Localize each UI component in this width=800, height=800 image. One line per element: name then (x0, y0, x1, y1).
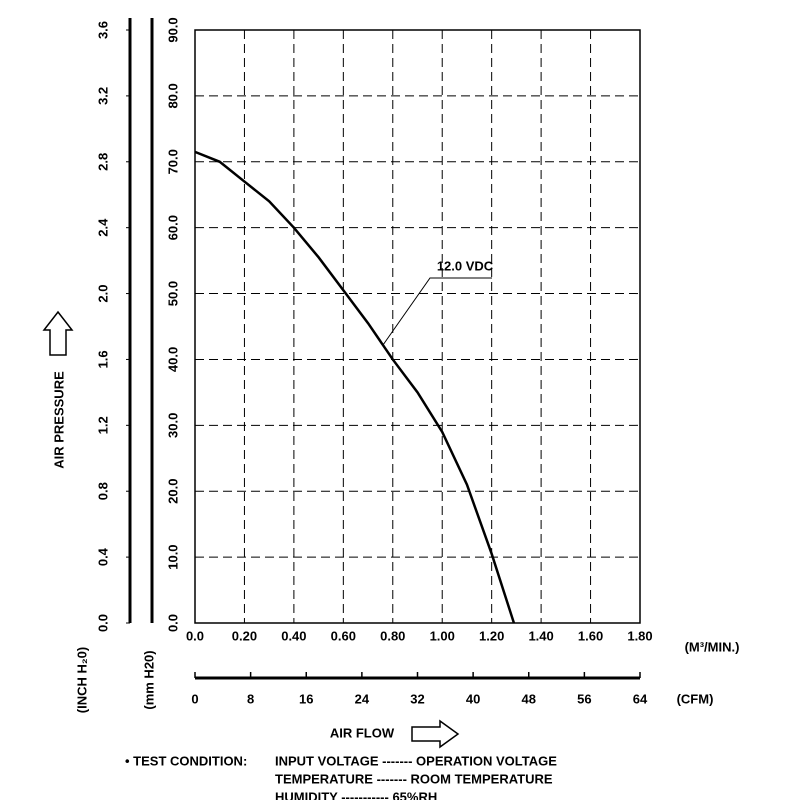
x-tick-label: 1.60 (578, 628, 603, 643)
annotation-leader (382, 277, 492, 346)
x2-unit: (CFM) (677, 691, 714, 706)
y-tick-label: 80.0 (165, 83, 180, 108)
curve (194, 150, 516, 624)
y-tick-label: 20.0 (165, 479, 180, 504)
x2-tick-label: 0 (191, 691, 198, 706)
x-axis-title: AIR FLOW (330, 725, 395, 740)
y2-tick-label: 1.6 (95, 350, 110, 368)
note: INPUT VOLTAGE ------- OPERATION VOLTAGE (275, 753, 557, 768)
y-tick-label: 10.0 (165, 544, 180, 569)
y-tick-label: 50.0 (165, 281, 180, 306)
x2-tick-label: 8 (247, 691, 254, 706)
note: • TEST CONDITION: (125, 753, 247, 768)
x-tick-label: 1.40 (528, 628, 553, 643)
y-tick-label: 70.0 (165, 149, 180, 174)
y2-tick-label: 2.4 (95, 218, 110, 237)
y-tick-label: 0.0 (165, 614, 180, 632)
y-axis-title: AIR PRESSURE (51, 371, 66, 469)
x-tick-label: 1.20 (479, 628, 504, 643)
y-tick-label: 30.0 (165, 413, 180, 438)
x2-tick-label: 40 (466, 691, 480, 706)
x2-tick-label: 56 (577, 691, 591, 706)
x-tick-label: 0.20 (232, 628, 257, 643)
x2-tick-label: 24 (355, 691, 370, 706)
y2-tick-label: 0.4 (95, 547, 110, 566)
y2-tick-label: 0.0 (95, 614, 110, 632)
y2-unit: (INCH H₂0) (74, 647, 89, 713)
up-arrow (42, 310, 74, 356)
x2-tick-label: 64 (633, 691, 648, 706)
x-tick-label: 1.00 (430, 628, 455, 643)
series-label: 12.0 VDC (437, 258, 494, 273)
y-tick-label: 90.0 (165, 17, 180, 42)
right-arrow (411, 719, 460, 749)
x2-tick-label: 32 (410, 691, 424, 706)
y2-tick-label: 3.6 (95, 21, 110, 39)
y-tick-label: 60.0 (165, 215, 180, 240)
x-tick-label: 0.80 (380, 628, 405, 643)
x2-tick-label: 16 (299, 691, 313, 706)
y2-tick-label: 2.0 (95, 285, 110, 303)
y2-tick-label: 1.2 (95, 416, 110, 434)
y-unit: (mm H20) (141, 650, 156, 709)
y2-tick-label: 3.2 (95, 87, 110, 105)
x2-tick-label: 48 (522, 691, 536, 706)
x-tick-label: 0.0 (186, 628, 204, 643)
x-tick-label: 0.60 (331, 628, 356, 643)
plot-frame (194, 29, 641, 624)
y2-tick-label: 0.8 (95, 482, 110, 500)
x-tick-label: 1.80 (627, 628, 652, 643)
note: HUMIDITY ----------- 65%RH (275, 789, 437, 800)
y2-tick-label: 2.8 (95, 153, 110, 171)
y-tick-label: 40.0 (165, 347, 180, 372)
note: TEMPERATURE ------- ROOM TEMPERATURE (275, 771, 553, 786)
x-unit: (M³/MIN.) (685, 639, 740, 654)
x-tick-label: 0.40 (281, 628, 306, 643)
